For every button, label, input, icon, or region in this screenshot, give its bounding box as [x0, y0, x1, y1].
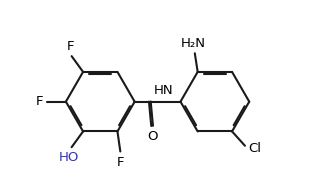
Text: HO: HO [59, 152, 79, 164]
Text: HN: HN [154, 84, 173, 97]
Text: F: F [66, 40, 74, 53]
Text: F: F [117, 156, 124, 169]
Text: Cl: Cl [248, 142, 261, 155]
Text: O: O [148, 130, 158, 143]
Text: H₂N: H₂N [181, 37, 206, 50]
Text: F: F [36, 95, 43, 108]
